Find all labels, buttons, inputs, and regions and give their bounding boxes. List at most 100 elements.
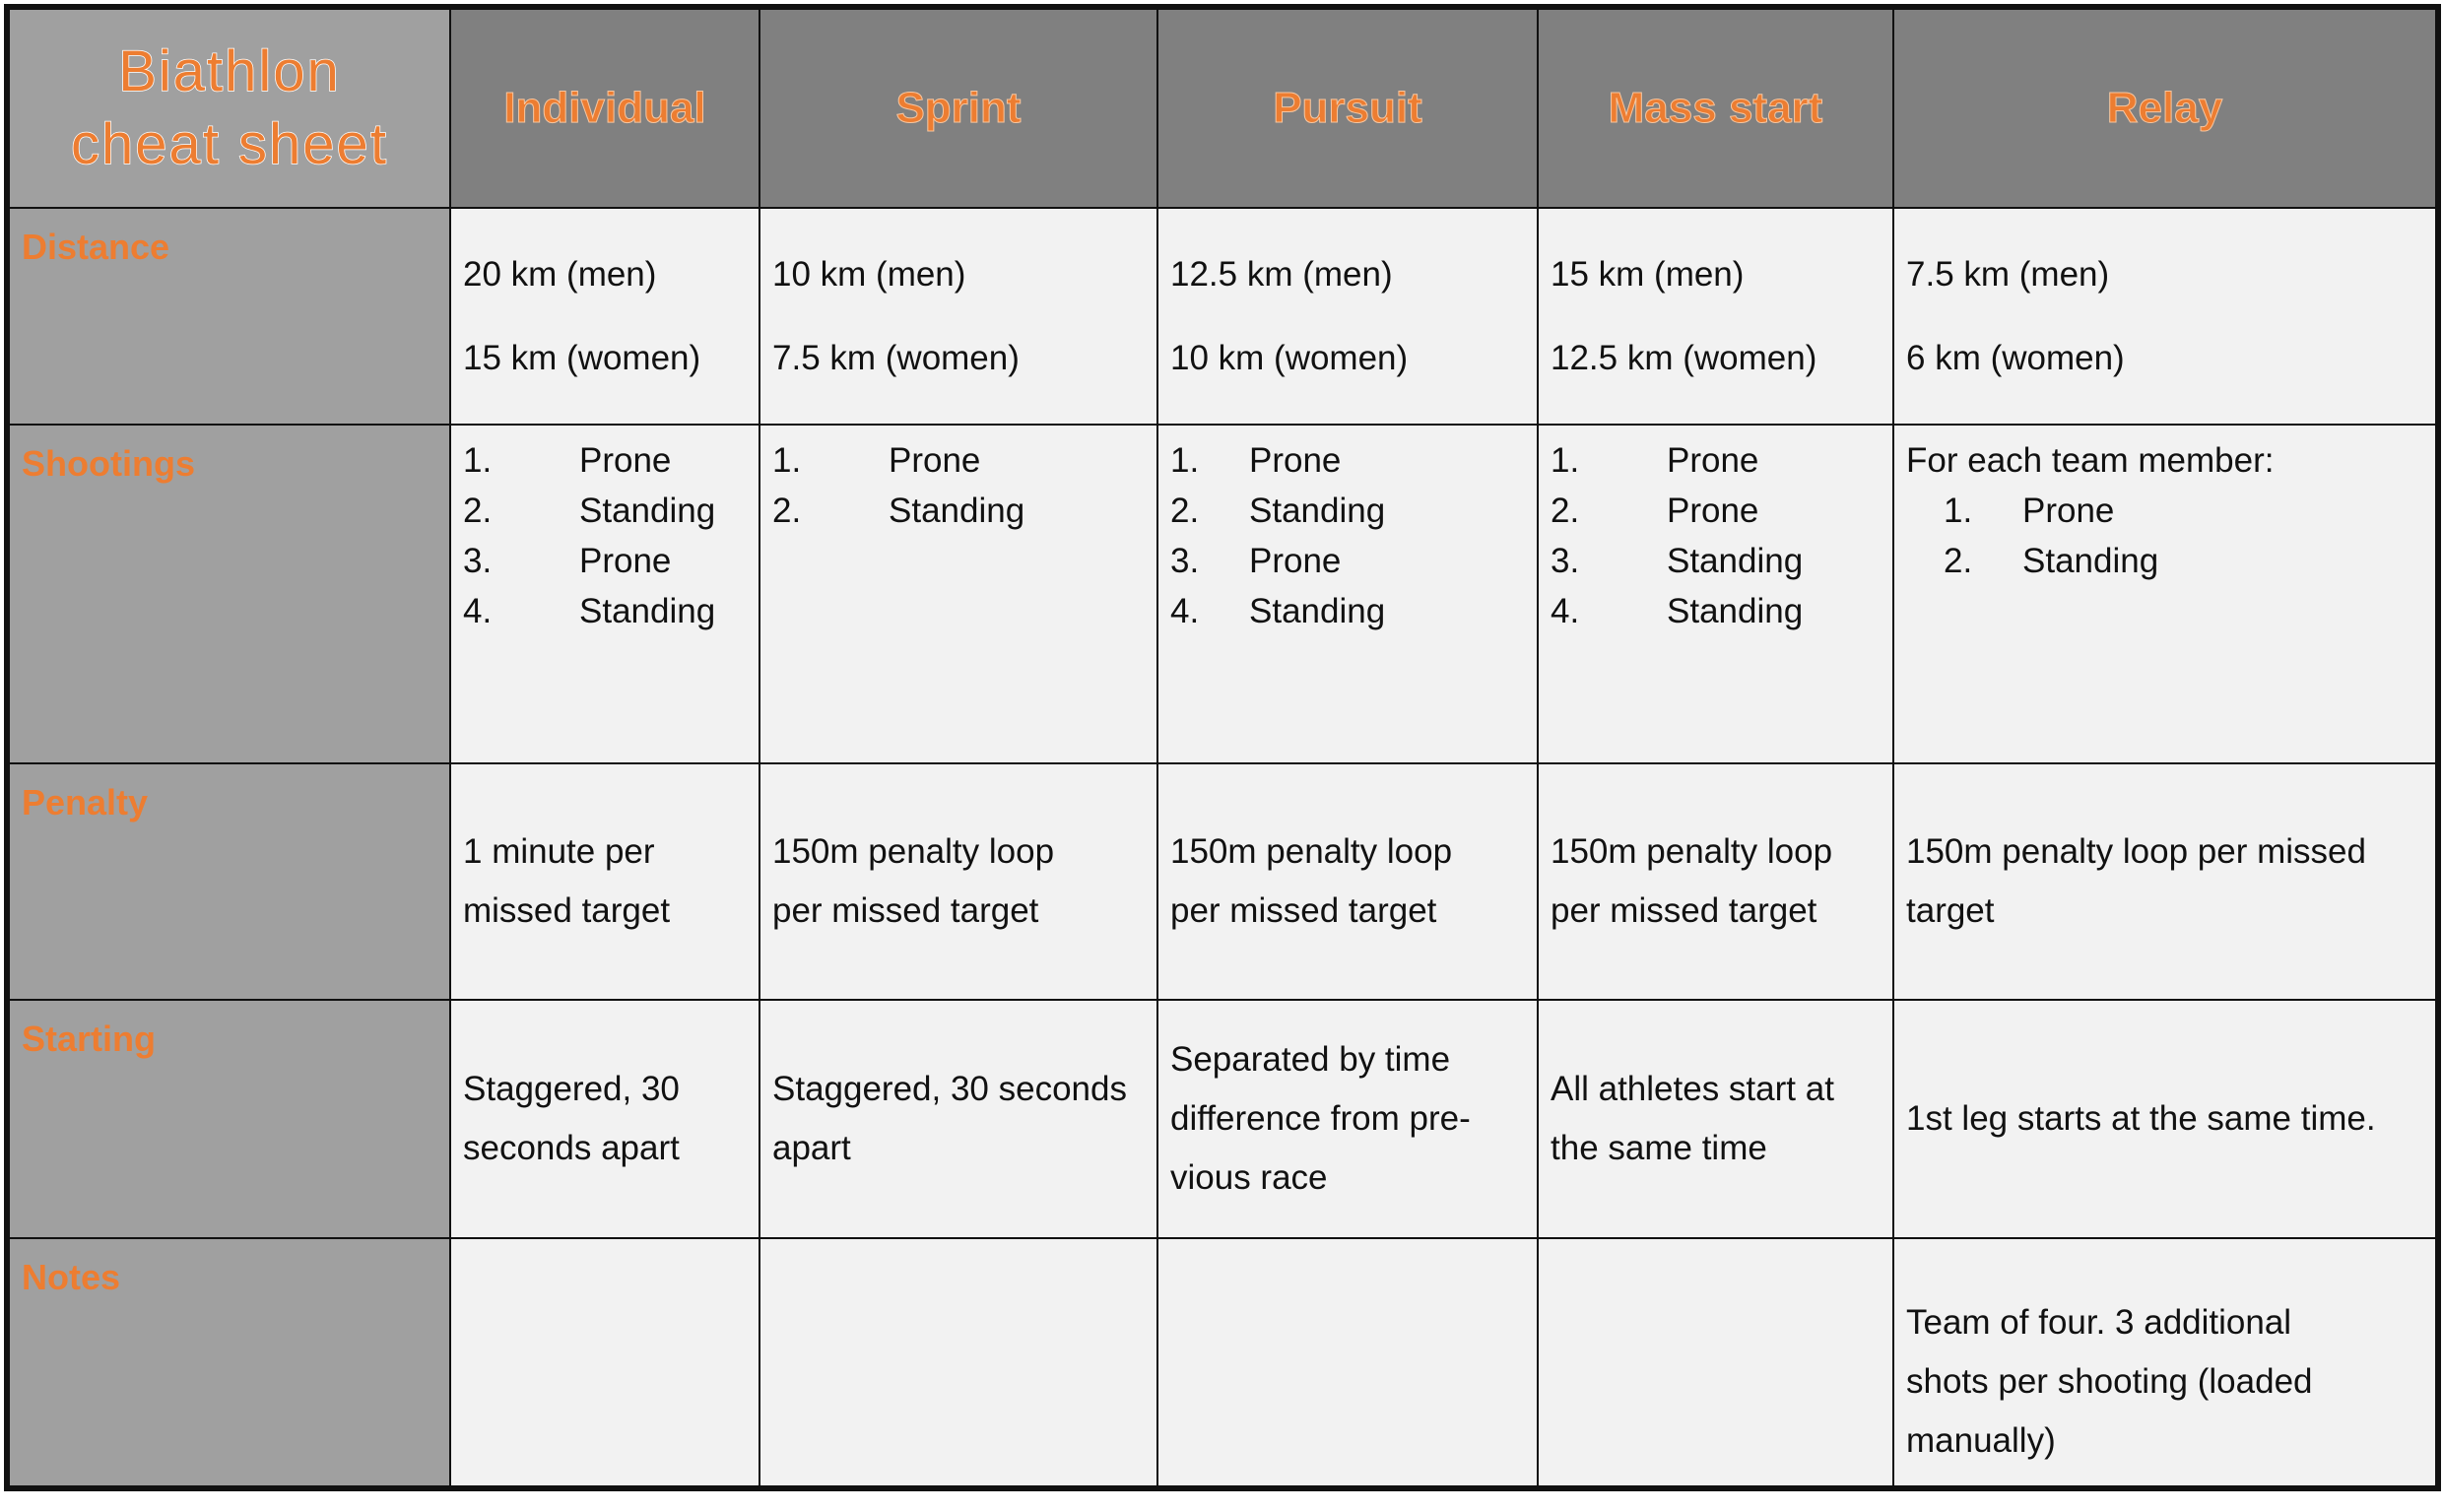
list-text: Standing: [1249, 592, 1386, 630]
cell-line: per missed target: [772, 891, 1039, 930]
cell-line: Staggered, 30: [463, 1070, 680, 1108]
cell-line: per missed target: [1551, 891, 1817, 930]
list-number: 1.: [463, 441, 493, 480]
cell-line: the same time: [1551, 1129, 1767, 1167]
column-header-label: Relay: [2106, 84, 2223, 133]
cell-line: Team of four. 3 additional: [1906, 1303, 2292, 1342]
list-text: Prone: [579, 441, 672, 480]
column-header-label: Sprint: [895, 84, 1022, 133]
row-distance: Distance 20 km (men) 15 km (women) 10 km (m…: [6, 207, 2439, 426]
list-item: 2. Standing: [772, 486, 1147, 536]
table-cell: Team of four. 3 additional shots per shoo…: [1892, 1237, 2439, 1489]
list-text: Prone: [2022, 492, 2115, 530]
list-text: Standing: [1667, 542, 1804, 580]
list-number: 4.: [1551, 592, 1580, 630]
table-cell: 1. Prone 2. Standing 3. Prone 4. Standing: [449, 424, 760, 764]
list-item: 1. Prone: [1944, 486, 2425, 536]
column-header: Relay: [1892, 6, 2439, 209]
cell-line: 15 km (women): [463, 339, 701, 377]
cell-line: missed target: [463, 891, 671, 930]
cell-line: 1 minute per: [463, 832, 655, 871]
list-item: 3. Prone: [463, 536, 749, 586]
list-number: 1.: [1551, 441, 1580, 480]
cell-line: 12.5 km (women): [1551, 339, 1817, 377]
list-number: 2.: [1170, 492, 1200, 530]
table-cell: 1. Prone 2. Standing 3. Prone 4. Standing: [1156, 424, 1539, 764]
list-number: 1.: [1170, 441, 1200, 480]
cell-line: 7.5 km (men): [1906, 255, 2110, 294]
row-header-label: Shootings: [22, 443, 195, 484]
table-cell: Separated by time difference from pre-vio…: [1156, 999, 1539, 1239]
table-cell: All athletes start at the same time: [1537, 999, 1894, 1239]
list-number: 4.: [1170, 592, 1200, 630]
list-text: Prone: [1667, 492, 1759, 530]
cell-line: manually): [1906, 1421, 2056, 1460]
cell-line: 150m penalty loop: [1551, 832, 1833, 871]
list-item: 1. Prone: [772, 435, 1147, 486]
list-number: 1.: [1944, 492, 1973, 530]
table-cell: [759, 1237, 1158, 1489]
table-cell: 1. Prone 2. Standing: [759, 424, 1158, 764]
list-item: 4. Standing: [463, 586, 749, 636]
list-item: 1. Prone: [463, 435, 749, 486]
table-cell: [1156, 1237, 1539, 1489]
column-header-label: Individual: [503, 84, 706, 133]
list-number: 2.: [772, 492, 802, 530]
cell-line: difference from pre-: [1170, 1099, 1471, 1138]
title-line: cheat sheet: [70, 111, 388, 177]
table-cell: 10 km (men) 7.5 km (women): [759, 207, 1158, 426]
list-text: Prone: [1667, 441, 1759, 480]
table-cell: [449, 1237, 760, 1489]
row-notes: Notes Team of four. 3 additional shots per…: [6, 1237, 2439, 1489]
list-text: Prone: [1249, 542, 1342, 580]
table-cell: 1st leg starts at the same time.: [1892, 999, 2439, 1239]
table-cell: 7.5 km (men) 6 km (women): [1892, 207, 2439, 426]
row-header: Penalty: [6, 762, 451, 1001]
table-cell: 150m penalty loop per missed target: [1537, 762, 1894, 1001]
row-header-label: Notes: [22, 1257, 121, 1297]
cell-line: All athletes start at: [1551, 1070, 1834, 1108]
list-item: 1. Prone: [1551, 435, 1882, 486]
table-cell: 15 km (men) 12.5 km (women): [1537, 207, 1894, 426]
cell-line: vious race: [1170, 1158, 1328, 1197]
cheat-sheet-table: Biathlon cheat sheet Individual Sprint Pu…: [4, 4, 2441, 1491]
list-item: 2. Standing: [1170, 486, 1527, 536]
list-text: Standing: [2022, 542, 2159, 580]
column-header: Pursuit: [1156, 6, 1539, 209]
table-cell: 150m penalty loop per missed target: [1892, 762, 2439, 1001]
row-penalty: Penalty 1 minute per missed target 150m pen…: [6, 762, 2439, 1001]
table-cell: Staggered, 30 seconds apart: [449, 999, 760, 1239]
list-text: Standing: [1249, 492, 1386, 530]
cell-line: Staggered, 30 seconds: [772, 1070, 1127, 1108]
list-item: 2. Prone: [1551, 486, 1882, 536]
list-text: Standing: [889, 492, 1025, 530]
list-number: 3.: [463, 542, 493, 580]
cell-line: Separated by time: [1170, 1040, 1451, 1079]
list-text: Prone: [579, 542, 672, 580]
cell-line: 10 km (men): [772, 255, 966, 294]
table-cell: 1. Prone 2. Prone 3. Standing 4. Standing: [1537, 424, 1894, 764]
cell-line: 12.5 km (men): [1170, 255, 1393, 294]
list-text: Prone: [1249, 441, 1342, 480]
row-header-label: Starting: [22, 1019, 157, 1059]
cell-line: seconds apart: [463, 1129, 680, 1167]
title-line: Biathlon: [117, 38, 341, 104]
column-header: Individual: [449, 6, 760, 209]
cell-line: 20 km (men): [463, 255, 657, 294]
list-item: 3. Prone: [1170, 536, 1527, 586]
cell-line: 15 km (men): [1551, 255, 1745, 294]
cell-line: 150m penalty loop per missed: [1906, 832, 2366, 871]
list-number: 2.: [1551, 492, 1580, 530]
table-cell: 1 minute per missed target: [449, 762, 760, 1001]
table-cell: Staggered, 30 seconds apart: [759, 999, 1158, 1239]
cell-line: apart: [772, 1129, 851, 1167]
table-cell: 12.5 km (men) 10 km (women): [1156, 207, 1539, 426]
cell-line: 10 km (women): [1170, 339, 1409, 377]
column-header-label: Pursuit: [1273, 84, 1423, 133]
cell-line: shots per shooting (loaded: [1906, 1362, 2313, 1401]
list-text: Standing: [1667, 592, 1804, 630]
row-shootings: Shootings 1. Prone 2. Standing 3. Prone 4. Stand…: [6, 424, 2439, 764]
column-header-label: Mass start: [1608, 84, 1823, 133]
list-number: 3.: [1551, 542, 1580, 580]
list-number: 4.: [463, 592, 493, 630]
